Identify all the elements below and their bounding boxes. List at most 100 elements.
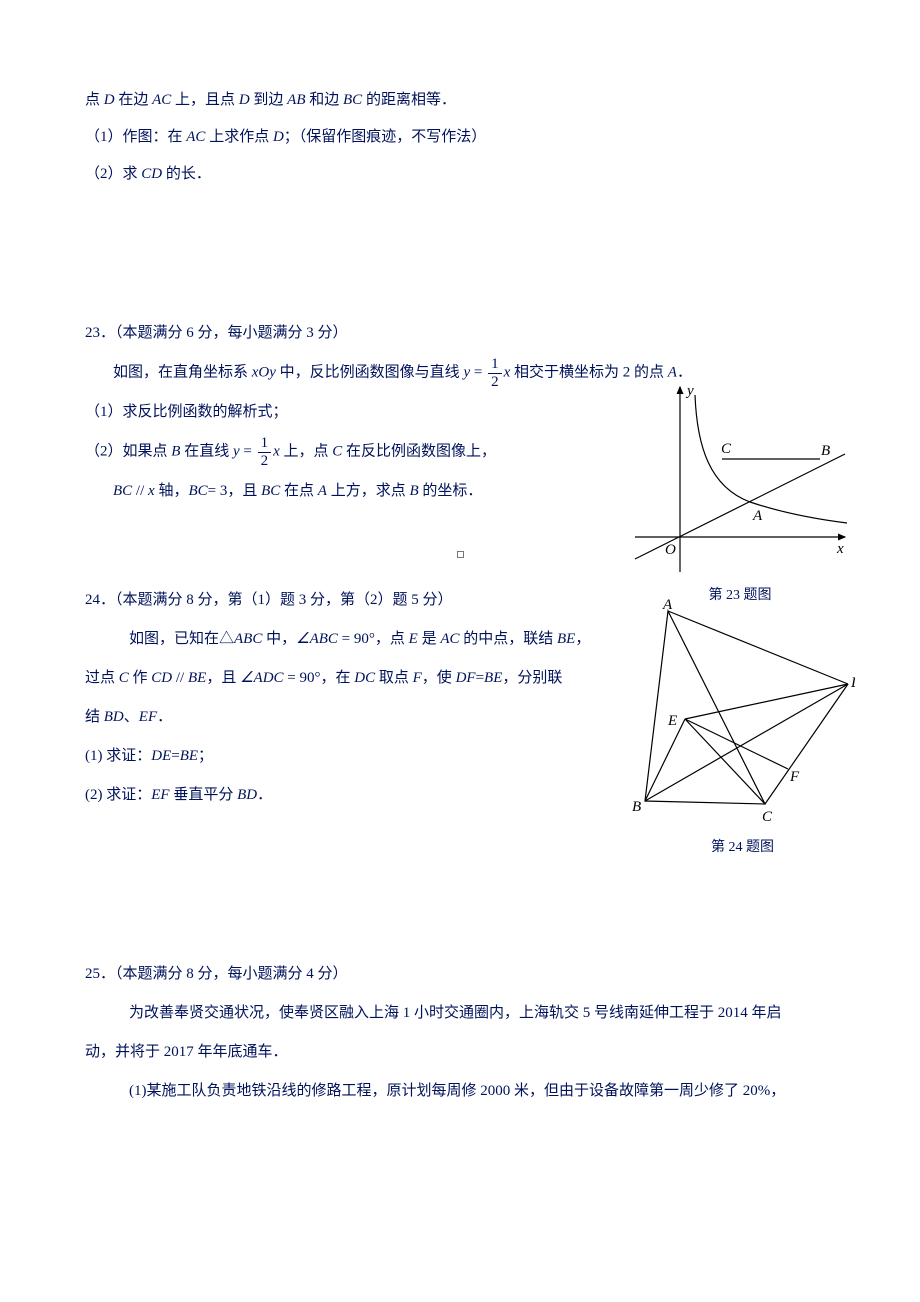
text: 在边 [115, 92, 153, 108]
ef: EF [139, 709, 157, 725]
q24-l1: 如图，已知在△ABC 中，∠ABC = 90°，点 E 是 AC 的中点，联结 … [85, 623, 605, 656]
t: ，使 [422, 670, 456, 686]
svg-text:B: B [821, 443, 830, 459]
t: 在直线 [180, 443, 233, 459]
be3: BE [484, 670, 502, 686]
t: 、 [124, 709, 139, 725]
t: = 90° [338, 631, 375, 647]
page-marker-icon [457, 551, 464, 558]
text: 点 [85, 92, 104, 108]
q23-svg: x y O A B C [625, 377, 855, 577]
b2: B [409, 483, 418, 499]
be: BE [557, 631, 575, 647]
t: 作 [129, 670, 152, 686]
frac-num: 1 [488, 356, 502, 374]
text: 的距离相等． [362, 92, 456, 108]
var-bc: BC [343, 92, 362, 108]
var-ac2: AC [186, 129, 205, 145]
q25-l3: (1)某施工队负责地铁沿线的修路工程，原计划每周修 2000 米，但由于设备故障… [85, 1075, 835, 1108]
q22-part1: （1）作图：在 AC 上求作点 D；（保留作图痕迹，不写作法） [85, 121, 835, 154]
q24-svg: A B C D E F [630, 599, 855, 829]
eq: = [470, 364, 486, 380]
dc: DC [354, 670, 375, 686]
q23: 23．（本题满分 6 分，每小题满分 3 分） 如图，在直角坐标系 xOy 中，… [85, 317, 835, 508]
t: ，且 [206, 670, 240, 686]
t: (2) 求证： [85, 787, 151, 803]
eq2: = [171, 748, 179, 764]
text: （2）求 [85, 166, 141, 182]
a2: A [318, 483, 327, 499]
q24-figure: A B C D E F 第 24 题图 [630, 599, 855, 864]
f: F [413, 670, 422, 686]
pt-c: C [332, 443, 342, 459]
svg-text:A: A [752, 508, 763, 524]
q25-l2: 动，并将于 2017 年年底通车． [85, 1036, 835, 1069]
t: (1) 求证： [85, 748, 151, 764]
t: 如图，已知在△ [129, 631, 234, 647]
q25-header: 25．（本题满分 8 分，每小题满分 4 分） [85, 958, 835, 991]
text: 的长． [162, 166, 211, 182]
svg-text:C: C [762, 809, 773, 825]
svg-text:E: E [667, 713, 677, 729]
t: 的中点，联结 [460, 631, 558, 647]
svg-text:A: A [662, 599, 673, 613]
ang-adc: ∠ADC [240, 670, 283, 686]
q25-l1: 为改善奉贤交通状况，使奉贤区融入上海 1 小时交通圈内，上海轨交 5 号线南延伸… [85, 997, 835, 1030]
q24: 24．（本题满分 8 分，第（1）题 3 分，第（2）题 5 分） 如图，已知在… [85, 584, 835, 812]
t: 中， [262, 631, 296, 647]
abc: ABC [234, 631, 262, 647]
de: DE [151, 748, 171, 764]
x: x [148, 483, 155, 499]
t: 如图，在直角坐标系 [113, 364, 252, 380]
text: 和边 [306, 92, 344, 108]
q23-header: 23．（本题满分 6 分，每小题满分 3 分） [85, 317, 835, 350]
bd2: BD [237, 787, 257, 803]
text: 上求作点 [205, 129, 273, 145]
frac-den2: 2 [258, 453, 272, 470]
var-d3: D [273, 129, 284, 145]
t: 结 [85, 709, 104, 725]
q25: 25．（本题满分 8 分，每小题满分 4 分） 为改善奉贤交通状况，使奉贤区融入… [85, 958, 835, 1108]
svg-text:x: x [836, 541, 844, 557]
q22-line1: 点 D 在边 AC 上，且点 D 到边 AB 和边 BC 的距离相等． [85, 84, 835, 117]
t: ． [257, 787, 272, 803]
t: 在反比例函数图像上， [342, 443, 496, 459]
t: 的坐标． [419, 483, 483, 499]
t: 在点 [280, 483, 318, 499]
q23-p2: （2）如果点 B 在直线 y = 12x 上，点 C 在反比例函数图像上， [85, 435, 575, 469]
t: // [172, 670, 188, 686]
q23-p3: BC // x 轴，BC= 3，且 BC 在点 A 上方，求点 B 的坐标． [85, 475, 575, 508]
var-d: D [104, 92, 115, 108]
eq2: = [240, 443, 256, 459]
bd: BD [104, 709, 124, 725]
var-ab: AB [287, 92, 305, 108]
t: // [132, 483, 148, 499]
t: ； [198, 748, 213, 764]
bc3: BC [261, 483, 280, 499]
eq-y2: y [233, 443, 240, 459]
fraction2: 12 [258, 435, 272, 469]
bc2: BC [188, 483, 207, 499]
frac-num2: 1 [258, 435, 272, 453]
c: C [119, 670, 129, 686]
q24-l2: 过点 C 作 CD // BE，且 ∠ADC = 90°，在 DC 取点 F，使… [85, 662, 605, 695]
t: 是 [418, 631, 441, 647]
svg-text:O: O [665, 542, 676, 558]
t: 上，点 [280, 443, 333, 459]
t: ，在 [321, 670, 355, 686]
t: 上方，求点 [327, 483, 410, 499]
ang-abc: ∠ABC [296, 631, 338, 647]
t: ，点 [375, 631, 409, 647]
df: DF [456, 670, 476, 686]
q23-figure: x y O A B C 第 23 题图 [625, 377, 855, 612]
bc: BC [113, 483, 132, 499]
frac-den: 2 [488, 374, 502, 391]
t: 垂直平分 [170, 787, 238, 803]
t: 中，反比例函数图像与直线 [276, 364, 464, 380]
text: 上，且点 [171, 92, 239, 108]
t: 轴， [155, 483, 189, 499]
xoy: xOy [252, 364, 276, 380]
ac: AC [440, 631, 459, 647]
be4: BE [180, 748, 198, 764]
var-cd: CD [141, 166, 162, 182]
